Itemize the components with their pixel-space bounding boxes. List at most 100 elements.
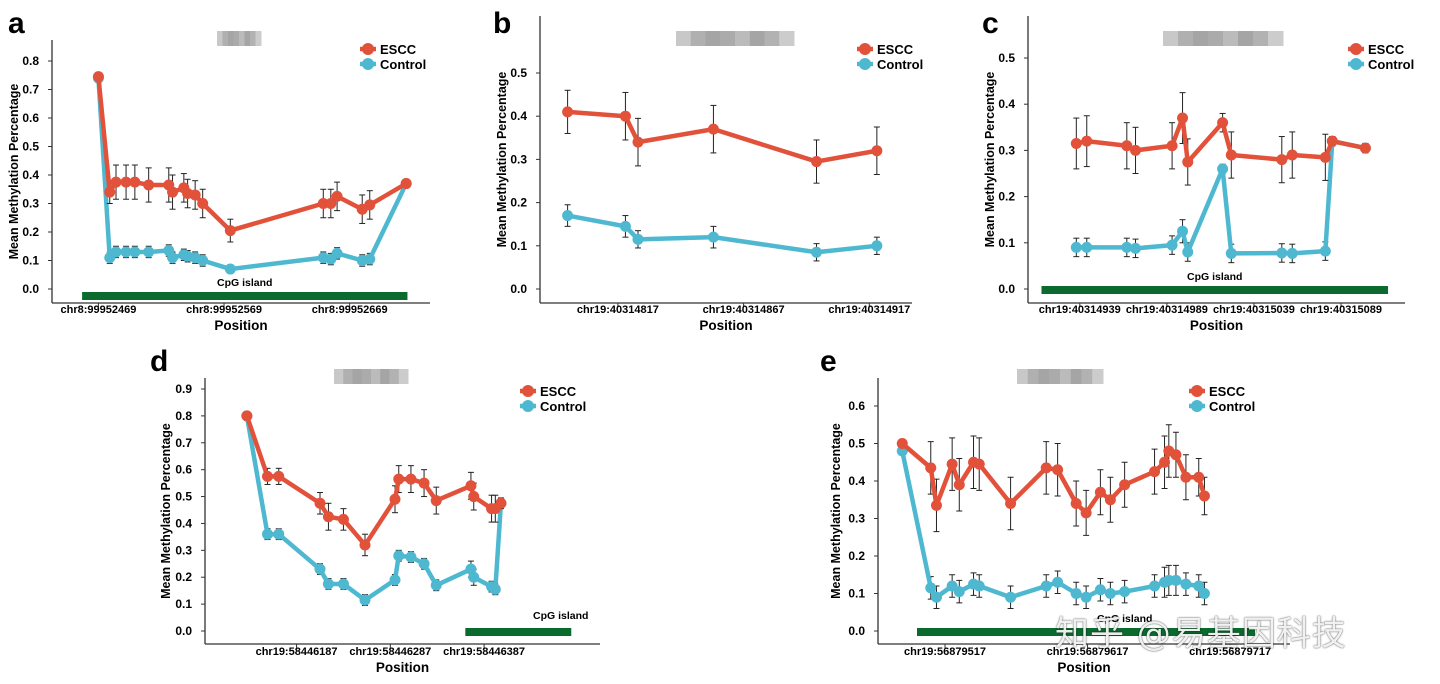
y-tick-label: 0.2 [22,225,39,239]
data-point-control [1276,247,1288,259]
x-tick-label: chr8:99952569 [186,304,262,316]
blurred-title-block [1238,31,1254,46]
x-tick-label: chr19:58446287 [349,646,431,658]
data-point-escc [1319,151,1331,163]
data-point-escc [465,480,477,492]
data-point-control [389,574,401,586]
x-axis-label: Position [699,318,752,333]
data-point-escc [104,186,116,198]
data-point-control [262,528,273,540]
data-point-escc [946,458,958,470]
y-tick-label: 0.5 [998,51,1015,65]
blurred-title-block [749,31,765,46]
x-tick-label: chr19:40314867 [703,304,785,316]
y-tick-label: 0.7 [22,83,39,97]
data-point-escc [418,477,430,489]
data-point-escc [1170,449,1182,461]
blurred-title-block [244,31,251,46]
data-point-control [1180,578,1192,590]
data-point-control [1286,247,1298,259]
data-point-escc [495,497,507,509]
data-point-escc [1121,140,1133,152]
blurred-title-block [735,31,751,46]
blurred-title-block [1049,369,1061,384]
y-axis-label: Mean Methylation Percentage [829,423,843,599]
data-point-control [1005,591,1017,603]
y-tick-label: 0.3 [848,512,865,526]
x-tick-label: chr19:58446187 [256,646,338,658]
blurred-title-block [1208,31,1224,46]
blurred-title-block [352,369,363,384]
data-point-control [273,528,285,540]
x-tick-label: chr8:99952469 [61,304,137,316]
data-point-escc [1166,140,1178,152]
data-point-control [314,563,326,575]
blurred-title-block [1163,31,1179,46]
cpg-island-bar [465,628,572,636]
panel-letter-b: b [493,7,511,40]
y-axis-label: Mean Methylation Percentage [983,72,997,248]
legend-marker [1191,400,1203,412]
data-point-escc [562,106,574,118]
data-point-control [1070,241,1082,253]
legend-label: Control [380,57,426,72]
y-tick-label: 0.1 [848,587,865,601]
data-point-control [1070,588,1082,599]
cpg-island-bar [82,292,408,300]
x-tick-label: chr8:99952669 [312,304,388,316]
legend-marker [362,43,374,55]
data-point-control [430,579,442,591]
blurred-title-block [676,31,692,46]
data-point-control [1177,225,1189,237]
data-point-escc [1326,135,1338,147]
data-point-escc [1193,471,1205,483]
data-point-escc [1276,154,1288,166]
y-tick-label: 0.5 [848,437,865,451]
y-tick-label: 0.0 [510,282,527,296]
data-point-escc [167,186,179,198]
data-point-control [953,586,965,598]
x-tick-label: chr19:40314939 [1039,304,1121,316]
data-point-escc [364,199,376,211]
x-axis-label: Position [1057,660,1110,675]
legend-marker [362,58,374,70]
data-point-escc [273,470,285,482]
data-point-escc [143,179,155,191]
x-tick-label: chr19:40314817 [577,304,659,316]
data-point-escc [1182,156,1194,168]
data-point-control [1217,163,1229,175]
data-point-control [359,594,371,606]
y-tick-label: 0.0 [22,282,39,296]
chart-panel-a: a 0.0 0.1 0.2 0.3 0.4 0.5 0.6 0.7 0.8 Mean Methyla… [7,7,430,333]
blurred-title-block [1223,31,1239,46]
data-point-escc [1177,112,1189,124]
blurred-title-block [217,31,223,46]
cpg-island-bar [1041,286,1389,294]
blurred-title-block [1193,31,1209,46]
y-axis-label: Mean Methylation Percentage [7,84,21,260]
series-line-control [96,75,409,272]
blurred-title-block [343,369,353,384]
data-point-escc [430,495,442,507]
data-point-escc [1081,135,1093,147]
data-point-escc [129,176,141,188]
y-tick-label: 0.4 [848,474,865,488]
blurred-title-block [1081,369,1093,384]
blurred-title-block [233,31,240,46]
y-axis-label: Mean Methylation Percentage [159,423,173,599]
data-point-escc [1070,137,1082,149]
x-tick-label: chr19:56879517 [904,646,986,658]
blurred-title-block [239,31,245,46]
y-tick-label: 0.2 [510,196,527,210]
y-tick-label: 0.3 [998,143,1015,157]
data-point-control [1319,245,1331,257]
y-tick-label: 0.0 [998,282,1015,296]
y-tick-label: 0.3 [22,197,39,211]
y-tick-label: 0.1 [175,597,192,611]
series-line-control [565,213,880,255]
data-point-control [930,591,942,603]
data-point-control [322,578,334,590]
data-point-escc [1130,144,1142,156]
